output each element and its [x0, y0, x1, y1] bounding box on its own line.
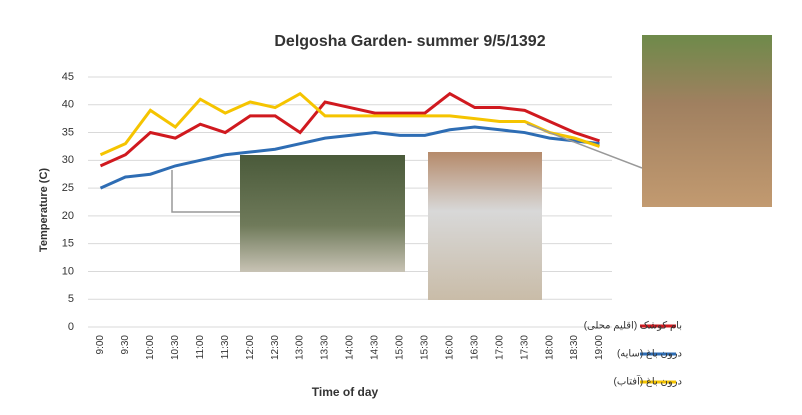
photo — [428, 152, 542, 300]
y-tick-label: 45 — [62, 71, 74, 83]
x-tick-label: 18:00 — [544, 335, 555, 360]
x-tick-label: 14:00 — [345, 335, 356, 360]
x-tick-label: 15:30 — [419, 335, 430, 360]
y-tick-label: 10 — [62, 265, 74, 277]
pointer-arrow — [171, 170, 240, 213]
legend-label: بام کوشک (اقلیم محلی) — [584, 321, 682, 332]
pointer-arrow — [526, 123, 643, 169]
x-tick-label: 13:30 — [320, 335, 331, 360]
y-tick-label: 20 — [62, 210, 74, 222]
chart-title: Delgosha Garden- summer 9/5/1392 — [274, 33, 545, 50]
y-tick-label: 25 — [62, 182, 74, 194]
x-tick-label: 11:00 — [195, 335, 206, 360]
x-tick-label: 13:00 — [295, 335, 306, 360]
x-axis-label: Time of day — [312, 385, 379, 399]
x-tick-label: 15:00 — [395, 335, 406, 360]
y-tick-label: 30 — [62, 154, 74, 166]
series-line — [99, 91, 600, 168]
x-tick-label: 17:30 — [519, 335, 530, 360]
x-tick-label: 16:00 — [444, 335, 455, 360]
y-tick-label: 15 — [62, 238, 74, 250]
y-tick-label: 5 — [68, 293, 74, 305]
y-tick-label: 0 — [68, 321, 74, 333]
x-tick-label: 10:30 — [170, 335, 181, 360]
legend-label: درون باغ (آفتاب) — [613, 375, 682, 388]
x-tick-label: 12:00 — [245, 335, 256, 360]
photo — [240, 155, 405, 272]
y-tick-label: 35 — [62, 126, 74, 138]
photo — [642, 35, 772, 207]
y-tick-label: 40 — [62, 99, 74, 111]
x-tick-label: 11:30 — [220, 335, 231, 360]
x-tick-label: 9:00 — [95, 335, 106, 355]
x-tick-label: 18:30 — [569, 335, 580, 360]
x-tick-label: 14:30 — [370, 335, 381, 360]
series-line — [99, 125, 600, 190]
x-tick-label: 12:30 — [270, 335, 281, 360]
x-tick-label: 10:00 — [145, 335, 156, 360]
x-tick-label: 17:00 — [494, 335, 505, 360]
x-tick-label: 16:30 — [469, 335, 480, 360]
x-tick-label: 9:30 — [120, 335, 131, 355]
legend-label: درون باغ (سایه) — [617, 349, 682, 360]
x-tick-label: 19:00 — [594, 335, 605, 360]
series-line — [99, 91, 600, 157]
photos — [171, 35, 772, 300]
y-axis-label: Temperature (C) — [38, 168, 50, 252]
